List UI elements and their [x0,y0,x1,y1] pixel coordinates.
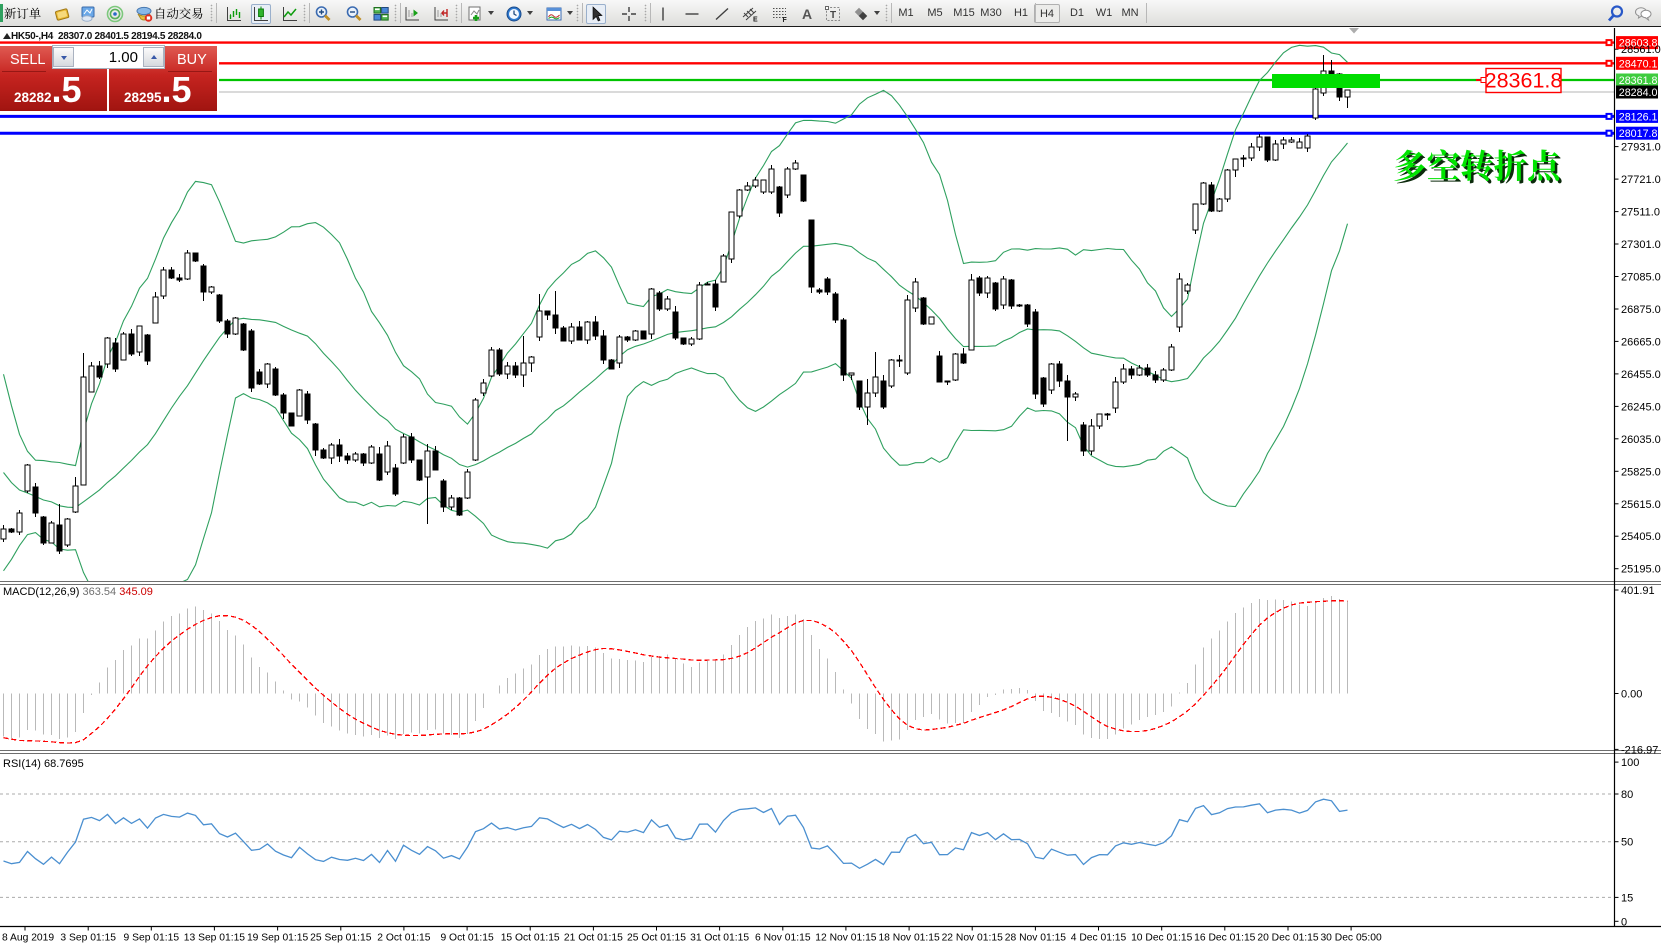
svg-text:-216.97: -216.97 [1621,744,1658,756]
svg-text:27511.0: 27511.0 [1621,207,1660,219]
svg-text:8 Aug 2019: 8 Aug 2019 [2,933,54,944]
svg-text:0.00: 0.00 [1621,689,1642,701]
svg-text:25615.0: 25615.0 [1621,499,1661,511]
svg-text:2 Oct 01:15: 2 Oct 01:15 [377,933,431,944]
svg-text:10 Dec 01:15: 10 Dec 01:15 [1131,933,1193,944]
svg-text:28361.8: 28361.8 [1485,69,1563,93]
svg-text:28017.8: 28017.8 [1619,128,1658,140]
svg-text:21 Oct 01:15: 21 Oct 01:15 [564,933,623,944]
svg-text:25 Sep 01:15: 25 Sep 01:15 [310,933,372,944]
svg-text:18 Nov 01:15: 18 Nov 01:15 [878,933,940,944]
svg-text:31 Oct 01:15: 31 Oct 01:15 [690,933,749,944]
svg-text:6 Nov 01:15: 6 Nov 01:15 [755,933,811,944]
svg-text:9 Oct 01:15: 9 Oct 01:15 [440,933,494,944]
svg-text:26245.0: 26245.0 [1621,401,1661,413]
svg-text:28361.8: 28361.8 [1619,75,1658,87]
svg-text:30 Dec 05:00: 30 Dec 05:00 [1320,933,1382,944]
svg-text:26455.0: 26455.0 [1621,369,1661,381]
svg-text:15: 15 [1621,892,1633,904]
svg-text:25405.0: 25405.0 [1621,531,1661,543]
svg-text:T: T [830,10,836,21]
svg-text:27931.0: 27931.0 [1621,142,1661,154]
svg-text:RSI(14) 68.7695: RSI(14) 68.7695 [3,758,84,770]
svg-text:E: E [753,16,758,23]
svg-text:19 Sep 01:15: 19 Sep 01:15 [247,933,309,944]
svg-text:26875.0: 26875.0 [1621,304,1661,316]
svg-text:0: 0 [1621,916,1627,928]
svg-text:27721.0: 27721.0 [1621,174,1661,186]
svg-text:25 Oct 01:15: 25 Oct 01:15 [627,933,686,944]
svg-text:25825.0: 25825.0 [1621,466,1661,478]
svg-text:26665.0: 26665.0 [1621,336,1661,348]
svg-text:16 Dec 01:15: 16 Dec 01:15 [1194,933,1256,944]
svg-text:F: F [783,17,788,23]
svg-text:22 Nov 01:15: 22 Nov 01:15 [942,933,1004,944]
svg-text:28561.0: 28561.0 [1621,44,1661,56]
svg-text:27301.0: 27301.0 [1621,239,1661,251]
svg-text:13 Sep 01:15: 13 Sep 01:15 [184,933,246,944]
svg-text:100: 100 [1621,757,1639,769]
svg-text:9 Sep 01:15: 9 Sep 01:15 [124,933,180,944]
svg-text:15 Oct 01:15: 15 Oct 01:15 [501,933,560,944]
svg-text:26035.0: 26035.0 [1621,434,1661,446]
svg-text:28470.1: 28470.1 [1619,58,1658,70]
svg-text:28126.1: 28126.1 [1619,111,1658,123]
svg-text:80: 80 [1621,789,1633,801]
svg-text:401.91: 401.91 [1621,585,1655,597]
svg-text:27085.0: 27085.0 [1621,272,1661,284]
svg-text:50: 50 [1621,837,1633,849]
svg-text:25195.0: 25195.0 [1621,564,1661,576]
svg-text:20 Dec 01:15: 20 Dec 01:15 [1257,933,1319,944]
svg-text:28 Nov 01:15: 28 Nov 01:15 [1005,933,1067,944]
svg-text:28603.8: 28603.8 [1619,38,1658,50]
svg-text:12 Nov 01:15: 12 Nov 01:15 [815,933,877,944]
svg-text:MACD(12,26,9) 363.54 345.09: MACD(12,26,9) 363.54 345.09 [3,586,153,598]
svg-text:4 Dec 01:15: 4 Dec 01:15 [1071,933,1127,944]
svg-text:28284.0: 28284.0 [1619,87,1658,99]
svg-text:3 Sep 01:15: 3 Sep 01:15 [60,933,116,944]
